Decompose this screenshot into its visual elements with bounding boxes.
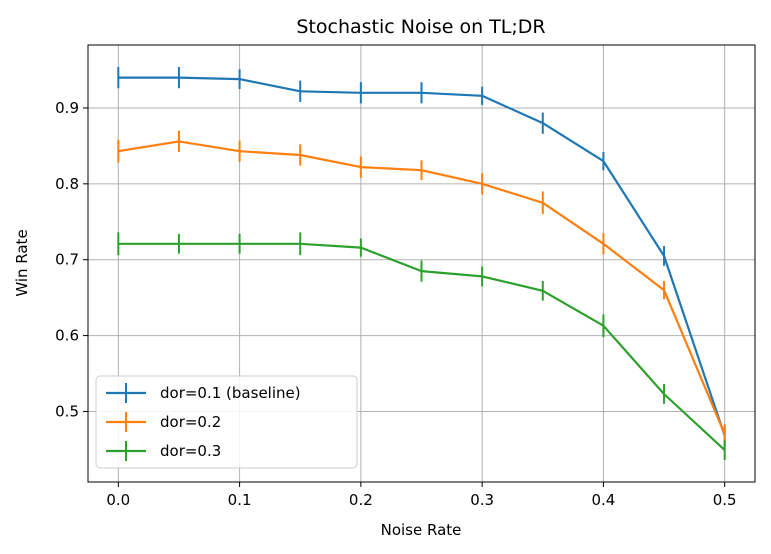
plot-frame [87,44,756,483]
y-tick-label: 0.7 [55,251,79,269]
ticks: 0.0 0.1 0.2 0.3 0.4 0.5 0.5 0.6 0.7 0.8 0.9 [55,99,736,509]
y-tick-label: 0.6 [55,327,79,345]
legend: dor=0.1 (baseline) dor=0.2 dor=0.3 [95,375,358,469]
series-dor=0.2 [117,130,726,445]
y-axis-label: Win Rate [13,229,31,296]
chart-title: Stochastic Noise on TL;DR [296,16,545,38]
series-dor=0.3 [117,232,726,460]
y-tick-label: 0.5 [55,402,79,420]
x-tick-label: 0.4 [591,491,615,509]
x-tick-label: 0.2 [349,491,373,509]
x-tick-label: 0.0 [106,491,130,509]
x-tick-label: 0.5 [713,491,737,509]
legend-label: dor=0.3 [160,442,221,460]
x-axis-label: Noise Rate [381,521,462,539]
y-tick-label: 0.9 [55,99,79,117]
series-layer [117,67,726,460]
legend-box [95,375,358,469]
legend-label: dor=0.1 (baseline) [160,384,301,402]
y-tick-label: 0.8 [55,175,79,193]
legend-label: dor=0.2 [160,413,221,431]
x-tick-label: 0.1 [228,491,252,509]
x-tick-label: 0.3 [470,491,494,509]
